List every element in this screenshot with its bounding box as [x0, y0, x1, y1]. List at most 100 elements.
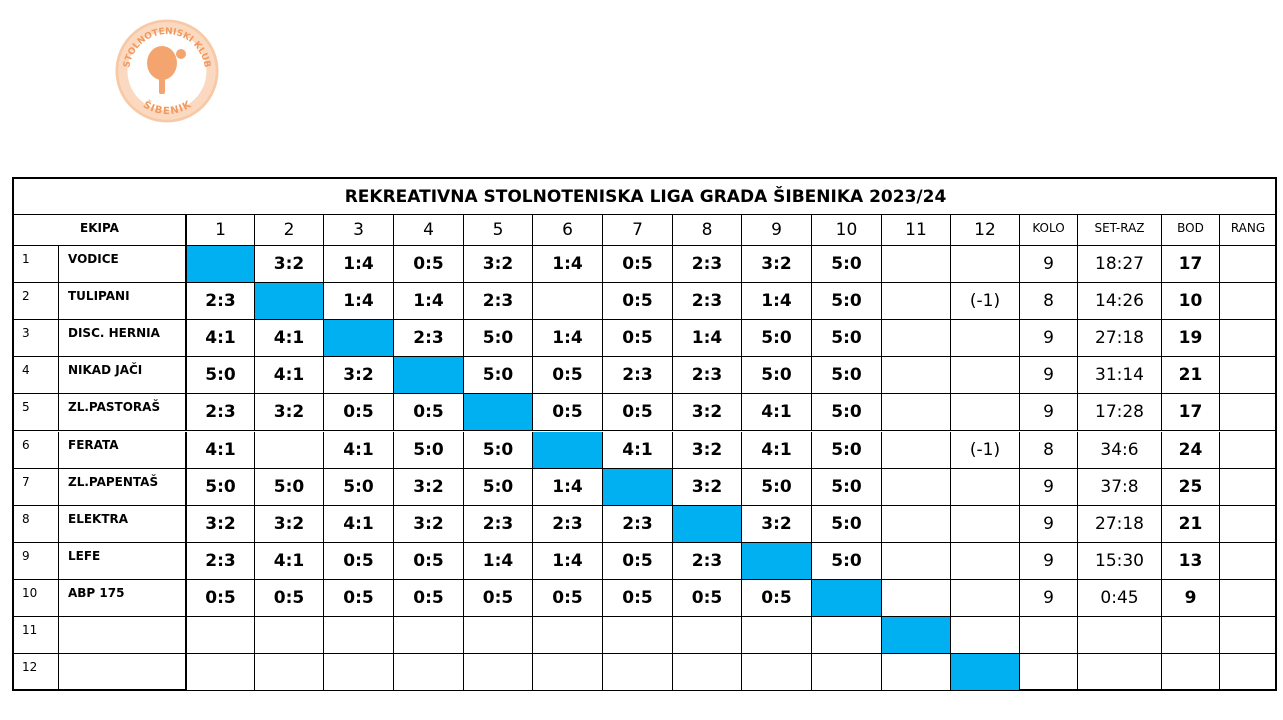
result-cell: [951, 357, 1020, 395]
result-cell: [882, 468, 951, 506]
kolo-cell: [1020, 654, 1078, 692]
result-cell: 1:4: [324, 283, 394, 321]
logo-paddle: [147, 46, 177, 80]
column-header: 3: [324, 215, 394, 246]
set-raz-cell: 31:14: [1078, 357, 1162, 395]
result-cell: [324, 617, 394, 655]
logo-ball: [176, 49, 186, 59]
column-header: 1: [187, 215, 255, 246]
result-cell: 2:3: [533, 505, 603, 543]
result-cell: 5:0: [812, 468, 882, 506]
row-number: 12: [14, 654, 59, 692]
self-match-cell: [812, 579, 882, 617]
team-name: [59, 654, 187, 692]
result-cell: 3:2: [673, 394, 742, 432]
result-cell: 5:0: [812, 357, 882, 395]
rang-cell: [1220, 394, 1277, 432]
team-name: NIKAD JAČI: [59, 357, 187, 395]
kolo-cell: 9: [1020, 320, 1078, 358]
result-cell: 3:2: [742, 505, 812, 543]
rang-cell: [1220, 357, 1277, 395]
result-cell: [882, 542, 951, 580]
bod-cell: 21: [1162, 505, 1220, 543]
result-cell: 3:2: [255, 246, 324, 284]
rang-cell: [1220, 654, 1277, 692]
result-cell: 4:1: [742, 431, 812, 469]
result-cell: [464, 654, 533, 692]
result-cell: 0:5: [533, 579, 603, 617]
result-cell: 5:0: [812, 283, 882, 321]
bod-cell: 9: [1162, 579, 1220, 617]
team-name: DISC. HERNIA: [59, 320, 187, 358]
result-cell: [951, 394, 1020, 432]
result-cell: [255, 654, 324, 692]
result-cell: [673, 654, 742, 692]
team-name: [59, 617, 187, 655]
result-cell: 4:1: [324, 505, 394, 543]
result-cell: 4:1: [255, 542, 324, 580]
team-name: ELEKTRA: [59, 505, 187, 543]
column-header: 11: [882, 215, 951, 246]
set-raz-cell: 37:8: [1078, 468, 1162, 506]
team-name: ZL.PASTORAŠ: [59, 394, 187, 432]
result-cell: 5:0: [464, 357, 533, 395]
result-cell: 5:0: [812, 246, 882, 284]
column-header: 2: [255, 215, 324, 246]
result-cell: [951, 468, 1020, 506]
set-raz-cell: 34:6: [1078, 431, 1162, 469]
row-number: 8: [14, 505, 59, 543]
column-header: KOLO: [1020, 215, 1078, 246]
result-cell: [882, 357, 951, 395]
result-cell: 5:0: [255, 468, 324, 506]
result-cell: 3:2: [673, 468, 742, 506]
result-cell: 3:2: [394, 468, 464, 506]
row-number: 6: [14, 431, 59, 469]
result-cell: 0:5: [464, 579, 533, 617]
rang-cell: [1220, 469, 1277, 506]
rang-cell: [1220, 617, 1277, 655]
kolo-cell: 9: [1020, 246, 1078, 284]
bod-cell: [1162, 654, 1220, 692]
result-cell: [882, 394, 951, 432]
result-cell: 0:5: [603, 542, 673, 580]
result-cell: 5:0: [812, 394, 882, 432]
column-header: 9: [742, 215, 812, 246]
result-cell: 0:5: [603, 394, 673, 432]
result-cell: 3:2: [742, 246, 812, 284]
self-match-cell: [673, 505, 742, 543]
self-match-cell: [394, 357, 464, 395]
logo-handle: [159, 76, 165, 94]
result-cell: 5:0: [187, 468, 255, 506]
result-cell: [882, 246, 951, 284]
result-cell: 1:4: [673, 320, 742, 358]
column-header: 12: [951, 215, 1020, 246]
result-cell: [324, 654, 394, 692]
result-cell: [882, 431, 951, 469]
set-raz-cell: 0:45: [1078, 579, 1162, 617]
set-raz-cell: 17:28: [1078, 394, 1162, 432]
set-raz-cell: 15:30: [1078, 542, 1162, 580]
result-cell: 2:3: [187, 542, 255, 580]
result-cell: 5:0: [324, 468, 394, 506]
result-cell: 0:5: [533, 357, 603, 395]
result-cell: 2:3: [187, 283, 255, 321]
result-cell: 2:3: [673, 246, 742, 284]
kolo-cell: 9: [1020, 468, 1078, 506]
result-cell: 2:3: [673, 357, 742, 395]
column-header: RANG: [1220, 215, 1277, 246]
result-cell: 0:5: [603, 283, 673, 321]
result-cell: [882, 505, 951, 543]
result-cell: [951, 579, 1020, 617]
result-cell: 5:0: [464, 320, 533, 358]
team-name: LEFE: [59, 542, 187, 580]
row-number: 7: [14, 468, 59, 506]
self-match-cell: [603, 468, 673, 506]
result-cell: [603, 654, 673, 692]
result-cell: [742, 617, 812, 655]
result-cell: 0:5: [603, 246, 673, 284]
rang-cell: [1220, 580, 1277, 617]
result-cell: 1:4: [533, 468, 603, 506]
result-cell: 2:3: [394, 320, 464, 358]
bod-cell: [1162, 617, 1220, 655]
